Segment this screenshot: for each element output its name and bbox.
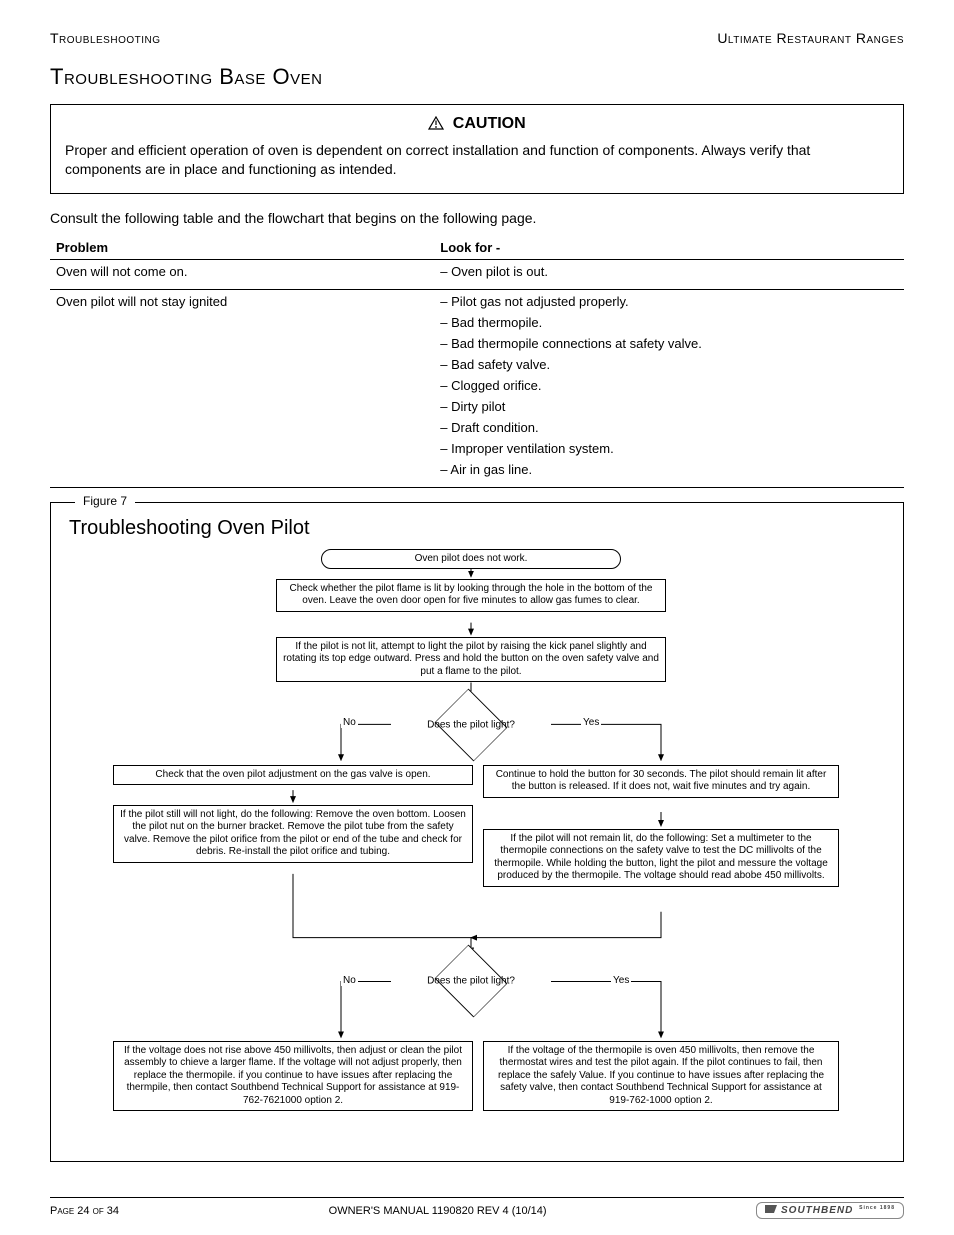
figure-label: Figure 7 [75,494,135,508]
page-title: Troubleshooting Base Oven [50,64,904,90]
page-footer: Page 24 of 34 OWNER'S MANUAL 1190820 REV… [50,1197,904,1219]
caution-text: Proper and efficient operation of oven i… [65,141,889,179]
flowchart-check2: If the pilot is not lit, attempt to ligh… [276,637,666,683]
brand-name: SOUTHBEND [781,1205,853,1216]
decision-2-text: Does the pilot light? [427,975,515,986]
col-problem: Problem [50,236,434,260]
lookfor-item: – Air in gas line. [440,462,898,477]
table-row: Oven will not come on. – Oven pilot is ou… [50,259,904,289]
dec1-no-label: No [341,717,358,728]
cell-problem: Oven pilot will not stay ignited [50,289,434,487]
lookfor-item: – Dirty pilot [440,399,898,414]
warning-icon [428,115,452,132]
lookfor-item: – Improper ventilation system. [440,441,898,456]
col-lookfor: Look for - [434,236,904,260]
cell-lookfor: – Oven pilot is out. [434,259,904,289]
decision-1-text: Does the pilot light? [427,719,515,730]
cell-lookfor: – Pilot gas not adjusted properly. – Bad … [434,289,904,487]
caution-box: CAUTION Proper and efficient operation o… [50,104,904,194]
flowchart-start: Oven pilot does not work. [321,549,621,570]
caution-heading: CAUTION [453,115,526,132]
footer-page-label: Page [50,1205,74,1217]
lookfor-item: – Oven pilot is out. [440,264,898,279]
brand-since: Since 1898 [859,1205,895,1211]
flowchart-final-left: If the voltage does not rise above 450 m… [113,1041,473,1112]
troubleshooting-table: Problem Look for - Oven will not come on… [50,236,904,488]
flowchart-final-right: If the voltage of the thermopile is oven… [483,1041,839,1112]
dec2-yes-label: Yes [611,975,631,986]
flowchart-left1: Check that the oven pilot adjustment on … [113,765,473,786]
consult-text: Consult the following table and the flow… [50,210,904,226]
table-row: Oven pilot will not stay ignited– Pilot … [50,289,904,487]
flowchart-decision-1: Does the pilot light? [421,701,521,749]
flowchart-right1: Continue to hold the button for 30 secon… [483,765,839,798]
footer-page-of: of 34 [93,1205,119,1217]
flowchart-check1: Check whether the pilot flame is lit by … [276,579,666,612]
lookfor-item: – Pilot gas not adjusted properly. [440,294,898,309]
lookfor-item: – Clogged orifice. [440,378,898,393]
lookfor-item: – Draft condition. [440,420,898,435]
figure-7: Figure 7 Troubleshooting Oven Pilot [50,502,904,1162]
brand-logo: SOUTHBEND Since 1898 [756,1202,904,1219]
flowchart-decision-2: Does the pilot light? [421,957,521,1005]
footer-manual: OWNER'S MANUAL 1190820 REV 4 (10/14) [329,1205,547,1217]
lookfor-item: – Bad thermopile connections at safety v… [440,336,898,351]
figure-title: Troubleshooting Oven Pilot [69,517,310,540]
lookfor-item: – Bad safety valve. [440,357,898,372]
flowchart-right2: If the pilot will not remain lit, do the… [483,829,839,887]
dec2-no-label: No [341,975,358,986]
lookfor-item: – Bad thermopile. [440,315,898,330]
header-left: Troubleshooting [50,30,161,46]
dec1-yes-label: Yes [581,717,601,728]
header-right: Ultimate Restaurant Ranges [717,30,904,46]
cell-problem: Oven will not come on. [50,259,434,289]
flowchart-left2: If the pilot still will not light, do th… [113,805,473,863]
footer-page-num: 24 [77,1205,89,1217]
